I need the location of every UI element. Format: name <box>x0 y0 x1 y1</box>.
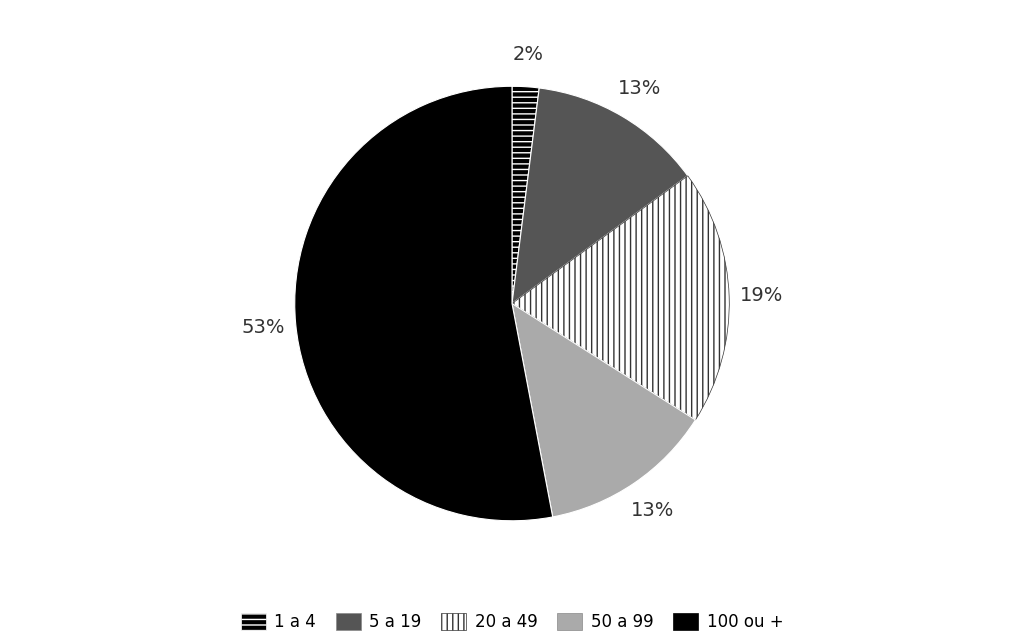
Text: 13%: 13% <box>617 79 660 98</box>
Legend: 1 a 4, 5 a 19, 20 a 49, 50 a 99, 100 ou +: 1 a 4, 5 a 19, 20 a 49, 50 a 99, 100 ou … <box>234 606 790 637</box>
Text: 53%: 53% <box>242 318 285 337</box>
Wedge shape <box>512 304 695 517</box>
Text: 2%: 2% <box>512 45 543 64</box>
Text: 19%: 19% <box>740 286 783 305</box>
Text: 13%: 13% <box>631 501 674 520</box>
Wedge shape <box>512 176 729 420</box>
Wedge shape <box>512 86 540 304</box>
Wedge shape <box>512 88 688 304</box>
Wedge shape <box>295 86 553 521</box>
